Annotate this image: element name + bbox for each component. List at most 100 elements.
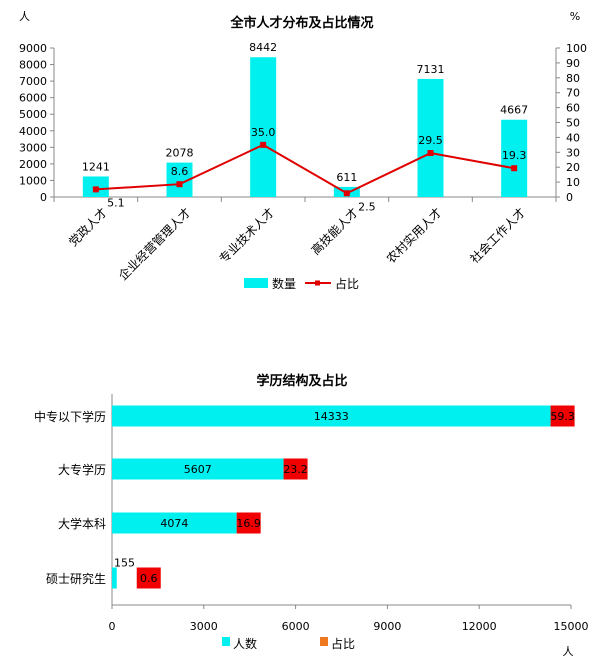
share-value-label: 0.6 [140, 572, 158, 585]
bar-value-label: 4667 [500, 104, 528, 117]
people-value-label: 5607 [184, 463, 212, 476]
x-tick-label: 12000 [462, 620, 497, 633]
y-tick-label: 2000 [19, 158, 47, 171]
category-label: 高技能人才 [308, 205, 361, 258]
share-value-label: 35.0 [251, 126, 276, 139]
x-tick-label: 3000 [190, 620, 218, 633]
x-tick-label: 15000 [554, 620, 589, 633]
chart1-legend: 数量 占比 [244, 276, 359, 291]
share-value-label: 59.3 [550, 410, 575, 423]
chart1-category-labels: 党政人才 企业经营管理人才 专业技术人才 高技能人才 农村实用人才 社会工作人才 [65, 205, 528, 283]
share-value-label: 16.9 [236, 517, 261, 530]
education-structure-chart: 学历结构及占比 0 3000 6000 9000 12000 15000 14333 59.… [34, 373, 589, 658]
category-label: 大专学历 [58, 462, 106, 477]
share-value-label: 5.1 [107, 196, 125, 209]
category-label: 企业经营管理人才 [115, 205, 193, 283]
chart1-line [92, 141, 518, 197]
y2-tick-label: 40 [566, 131, 580, 144]
y-tick-label: 1000 [19, 174, 47, 187]
y-tick-label: 8000 [19, 59, 47, 72]
legend-label-people: 人数 [233, 636, 257, 651]
chart1-axes: 0 1000 2000 3000 4000 5000 6000 7000 8000 9000 0 10… [19, 42, 587, 204]
legend-swatch-people [222, 637, 230, 646]
share-value-label: 8.6 [171, 165, 189, 178]
y-tick-label: 4000 [19, 125, 47, 138]
chart1-data-labels: 1241 2078 8442 611 7131 4667 5.1 8.6 35.0 2.5 29.5… [82, 41, 528, 213]
category-label: 社会工作人才 [467, 205, 529, 267]
y2-tick-label: 30 [566, 146, 580, 159]
share-value-label: 2.5 [358, 200, 376, 213]
category-label: 专业技术人才 [216, 205, 278, 267]
bar-专业技术人才 [250, 57, 277, 197]
chart1-y2-unit-label: % [570, 10, 580, 23]
y2-tick-label: 0 [566, 191, 573, 204]
y2-tick-label: 70 [566, 87, 580, 100]
y2-tick-label: 50 [566, 117, 580, 130]
category-label: 中专以下学历 [34, 409, 106, 424]
legend-label-share: 占比 [331, 636, 355, 651]
y2-tick-label: 10 [566, 176, 580, 189]
bar-people-中专以下学历 [112, 405, 551, 427]
x-tick-label: 0 [109, 620, 116, 633]
bar-value-label: 7131 [417, 63, 445, 76]
share-value-label: 23.2 [283, 463, 308, 476]
bar-people-大学本科 [112, 512, 237, 534]
y-tick-label: 5000 [19, 108, 47, 121]
bar-people-硕士研究生 [112, 567, 117, 589]
people-value-label: 4074 [160, 517, 188, 530]
x-tick-label: 6000 [282, 620, 310, 633]
bar-农村实用人才 [417, 78, 444, 197]
bar-value-label: 611 [336, 171, 357, 184]
bar-社会工作人才 [501, 119, 528, 197]
category-label: 农村实用人才 [383, 205, 445, 267]
y-tick-label: 7000 [19, 75, 47, 88]
legend-swatch-count [244, 278, 268, 288]
people-value-label: 155 [114, 557, 135, 570]
share-point [511, 165, 518, 172]
bar-share-中专以下学历 [550, 405, 575, 427]
y-tick-label: 9000 [19, 42, 47, 55]
category-label: 党政人才 [65, 205, 110, 250]
legend-swatch-share [320, 637, 328, 646]
y2-tick-label: 80 [566, 72, 580, 85]
category-label: 大学本科 [58, 516, 106, 531]
y2-tick-label: 100 [566, 42, 587, 55]
talent-distribution-chart: 全市人才分布及占比情况 人 % 010002000300040005000600… [19, 10, 587, 291]
y-tick-label: 0 [40, 191, 47, 204]
chart1-title: 全市人才分布及占比情况 [229, 15, 373, 31]
legend-label-count: 数量 [272, 276, 296, 291]
share-point [427, 150, 434, 157]
chart2-axes: 0 3000 6000 9000 12000 15000 [109, 394, 589, 633]
bar-share-大学本科 [236, 512, 261, 534]
bar-share-大专学历 [283, 458, 308, 480]
share-point [92, 186, 99, 193]
bar-value-label: 1241 [82, 160, 110, 173]
category-label: 硕士研究生 [46, 571, 106, 586]
x-tick-label: 9000 [373, 620, 401, 633]
share-point [260, 141, 267, 148]
share-point [176, 181, 183, 188]
chart2-title: 学历结构及占比 [256, 373, 347, 389]
y-tick-label: 3000 [19, 141, 47, 154]
people-value-label: 14333 [314, 410, 349, 423]
y2-tick-label: 20 [566, 161, 580, 174]
bar-people-大专学历 [112, 458, 284, 480]
share-value-label: 19.3 [502, 149, 527, 162]
chart2-bars: 14333 59.3 5607 23.2 4074 16.9 155 0.6 [112, 405, 575, 589]
bar-share-硕士研究生 [136, 567, 161, 589]
bar-value-label: 2078 [166, 147, 194, 160]
legend-swatch-share-marker [315, 280, 320, 286]
legend-label-share: 占比 [335, 276, 359, 291]
share-point [343, 190, 350, 197]
bar-value-label: 8442 [249, 41, 277, 54]
share-line [95, 143, 515, 195]
y2-tick-label: 60 [566, 102, 580, 115]
share-value-label: 29.5 [418, 134, 443, 147]
chart1-bars [82, 57, 528, 197]
chart1-y-unit-label: 人 [19, 10, 30, 23]
chart2-x-unit-label: 人 [563, 645, 574, 658]
chart2-legend: 人数 占比 [222, 636, 355, 651]
y2-tick-label: 90 [566, 57, 580, 70]
y-tick-label: 6000 [19, 92, 47, 105]
